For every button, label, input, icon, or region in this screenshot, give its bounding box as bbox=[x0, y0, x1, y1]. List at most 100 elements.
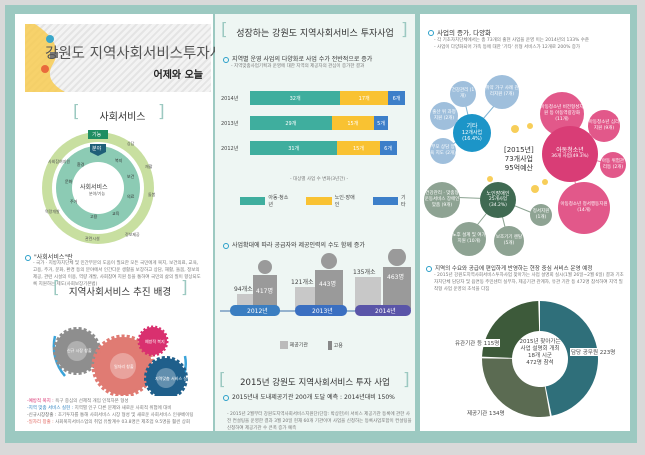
right-panel: 사업의 증가, 다양화 - 각 기초자치단체에서는 총 73개의 출현 사업을 … bbox=[420, 14, 630, 431]
outer-item: 돌봄 bbox=[148, 192, 156, 197]
center-line: 2015년 찾아가는 bbox=[519, 339, 561, 345]
hub-pct: (34.2%) bbox=[489, 203, 507, 208]
note-label: -예방적 복지 : bbox=[27, 399, 54, 404]
title-illustration bbox=[25, 24, 65, 92]
bullet-icon bbox=[428, 30, 434, 36]
chart-caption: - 대상별 사업 수 변화(3년간) - bbox=[290, 177, 349, 182]
bubble-leaf: 보조기기 렌탈 (5개) bbox=[494, 226, 524, 256]
person-icon bbox=[328, 341, 332, 350]
inner-item: 의료 bbox=[127, 194, 135, 199]
left-panel: 강원도 지역사회서비스투자사업 어제와 오늘 [ ] 사회서비스 기능 분야 사… bbox=[15, 14, 236, 431]
segment-label: 제공기관 134명 bbox=[466, 409, 506, 417]
bubble-text: 취약 가구 사례 관리지원 (7개) bbox=[485, 86, 519, 97]
growth-sub1: 지역별 운영 사업의 다양화로 사업 수가 전반적으로 증가 bbox=[223, 54, 372, 63]
note-text: 지역별 인구 다른 문제와 새로운 사회적 위험에 대비 bbox=[74, 406, 172, 411]
bracket-left: [ bbox=[53, 278, 60, 298]
note-item: -일자리 창출 : 사회복지서비스업의 취업 유발계수 03.8명은 제조업 9… bbox=[27, 419, 212, 426]
employment-count: 443명 bbox=[319, 281, 336, 288]
bubble-text: 아동청소년 정서행동지원 (14개) bbox=[560, 202, 608, 213]
growth-sub2-text: 사업확대에 따라 공급자와 제공인력의 수도 함께 증가 bbox=[232, 242, 365, 249]
bullet-icon bbox=[223, 242, 229, 249]
subtitle: 어제와 오늘 bbox=[153, 70, 203, 81]
bar-segment: 32개 bbox=[250, 91, 341, 105]
bracket-left: [ bbox=[221, 20, 228, 40]
social-service-ring bbox=[42, 130, 154, 244]
center-line: 사업 설명회 개최 bbox=[520, 346, 560, 352]
bubble-center: [2015년] 73개사업 95억예산 bbox=[504, 146, 534, 173]
y2015-heading: 2015년 강원도 지역사회서비스 투자 사업 bbox=[240, 378, 390, 388]
legend-org: 제공기관 bbox=[280, 341, 308, 349]
briefing-heading: 지역의 수요와 공급에 편입하게 반영하는 현장 중심 서비스 운영 예정 bbox=[426, 264, 592, 272]
note-label: -지역 맞춤 서비스 실현 : bbox=[27, 406, 74, 411]
bubble-leaf: 정서지원 (1개) bbox=[530, 204, 552, 226]
bracket-right: ] bbox=[158, 102, 165, 122]
bullet-icon bbox=[223, 394, 229, 401]
bar-category-label: 2013년 bbox=[221, 121, 239, 127]
gear-label: 예방적 복지 bbox=[145, 339, 165, 344]
segment-label: 유관기관 등 115명 bbox=[454, 339, 501, 347]
ring-center-sub: 분야/기능 bbox=[89, 191, 106, 196]
note-item: -예방적 복지 : 욕구 중심의 선제적 개입 인적자본 형성 bbox=[27, 398, 212, 405]
bubble-text: 출산 위 과정 지원 (2개) bbox=[432, 110, 456, 121]
legend-org-label: 제공기관 bbox=[289, 342, 308, 349]
bubble-leaf: 아동 위험관리등 (2개) bbox=[600, 152, 626, 178]
y2015-sub: 2015년내 도내제공기관 200개 도달 예측 : 2014년대비 150% bbox=[223, 394, 413, 402]
bubble-text: 건강관리 (1개) bbox=[451, 88, 475, 99]
definition-title-text: "사회서비스"란 bbox=[34, 254, 73, 261]
bubble-leaf: 건강관리 (1개) bbox=[450, 81, 476, 107]
briefing-text: - 2015년 강원도지역사회서비스투자사업 찾아가는 사업 설명회 실시(1월… bbox=[434, 273, 624, 292]
bar-segment: 29개 bbox=[250, 116, 332, 130]
definition-title: "사회서비스"란 bbox=[25, 252, 73, 261]
org-count: 121개소 bbox=[291, 279, 314, 286]
bubble-text: 아동청소년 심리지원 (9개) bbox=[588, 120, 620, 131]
legend-label: 아동·청소년 bbox=[268, 195, 289, 208]
bar-category-label: 2012년 bbox=[221, 146, 239, 152]
hub-count: 36개 사업(49.3%) bbox=[551, 154, 589, 159]
inner-item: 보건 bbox=[127, 174, 135, 179]
center-line: 18개 시군 bbox=[528, 353, 552, 359]
year-label: 2014년 bbox=[375, 308, 396, 315]
donut-segment bbox=[482, 358, 550, 417]
bullet-icon bbox=[223, 56, 229, 63]
center-line: [2015년] bbox=[504, 146, 534, 154]
legend-item: 노인·장애인 bbox=[306, 194, 358, 208]
gears-illustration bbox=[52, 325, 188, 396]
bubble-text: 정서지원 (1개) bbox=[532, 209, 550, 220]
legend-swatch bbox=[240, 197, 266, 205]
y2015-sub-text: 2015년내 도내제공기관 200개 도달 예측 : 2014년대비 150% bbox=[232, 394, 395, 401]
background-heading: 지역사회서비스 추진 배경 bbox=[68, 287, 172, 298]
bar-chart: 2014년 32개 17개 6개 2013년 29개 15개 5개 2012년 31개 15개 6개 bbox=[215, 14, 415, 224]
bubble-hub-elderly: 노인장애인 25개사업 (34.2%) bbox=[480, 182, 516, 218]
note-label: -일자리 창출 : bbox=[27, 420, 54, 425]
bar-segment: 31개 bbox=[250, 141, 338, 155]
social-heading: 사회서비스 bbox=[99, 112, 146, 123]
bar-category-label: 2014년 bbox=[221, 96, 239, 102]
bubble-leaf: 아동청소년 정서행동지원 (14개) bbox=[558, 182, 610, 234]
legend-emp: 고용 bbox=[328, 341, 343, 350]
note-text: 초기투자를 통해 사회서비스 시장 형성 및 새로운 사회서비스 인큐베이팅 bbox=[57, 413, 194, 418]
bar-segment: 15개 bbox=[331, 116, 374, 130]
legend-label: 노인·장애인 bbox=[334, 195, 355, 208]
legend-swatch bbox=[372, 197, 399, 205]
segment-label: 담당 공무원 223명 bbox=[570, 348, 617, 356]
year-label: 2013년 bbox=[312, 308, 333, 315]
growth-sub1-text: 지역별 운영 사업의 다양화로 사업 수가 전반적으로 증가 bbox=[232, 56, 373, 63]
outer-item: 정보제공 bbox=[125, 232, 140, 237]
center-line: 73개사업 bbox=[504, 155, 533, 163]
bracket-right: ] bbox=[403, 370, 410, 390]
diversity-line: - 각 기초자치단체에서는 총 73개의 출현 사업을 운영 이는 2014년의… bbox=[434, 38, 590, 43]
inner-item: 문화 bbox=[65, 179, 73, 184]
bubble-text: 부모 상담 양육 지도 (2개) bbox=[430, 145, 456, 156]
bullet-icon bbox=[426, 265, 432, 272]
gear-label: 지역맞춤 서비스 실현 bbox=[155, 376, 191, 381]
bar-segment: 15개 bbox=[337, 141, 380, 155]
definition-text: - 국가 · 지방자치단체 및 민간부문의 도움이 필요한 모든 국민에게 복지… bbox=[33, 261, 201, 287]
note-text: 욕구 중심의 선제적 개입 인적자본 형성 bbox=[55, 399, 129, 404]
hub-name: 기타 bbox=[466, 123, 478, 130]
bullet-icon bbox=[25, 254, 31, 261]
bubble-leaf: 부모 상담 양육 지도 (2개) bbox=[430, 138, 456, 164]
legend-item: 아동·청소년 bbox=[240, 194, 292, 208]
inner-item: 주거 bbox=[70, 199, 78, 204]
title-banner: 강원도 지역사회서비스투자사업 어제와 오늘 bbox=[25, 24, 236, 92]
employment-count: 463명 bbox=[387, 274, 404, 281]
